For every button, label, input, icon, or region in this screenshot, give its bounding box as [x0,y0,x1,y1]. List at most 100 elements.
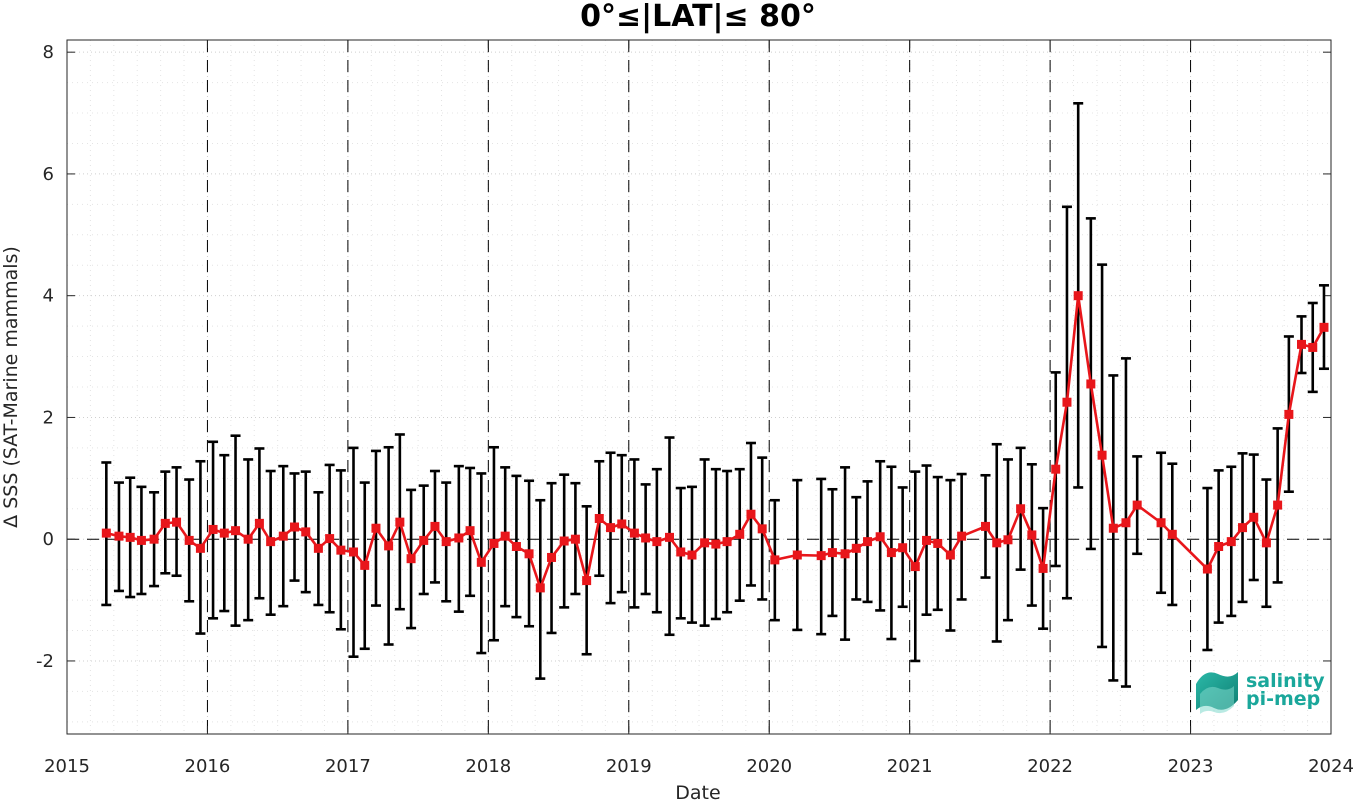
data-point [875,532,885,542]
data-point [981,521,991,531]
data-point [922,535,932,545]
data-point [1016,504,1026,514]
x-tick-label: 2023 [1168,756,1214,777]
data-point [254,518,264,528]
data-point [114,531,124,541]
year-dividers [67,40,1331,734]
data-point [524,549,534,559]
data-point [992,538,1002,548]
data-point [711,539,721,549]
data-point [665,532,675,542]
data-point [301,527,311,537]
data-point [792,550,802,560]
data-point [570,534,580,544]
data-point [547,552,557,562]
x-tick-label: 2015 [44,756,90,777]
data-point [617,519,627,529]
x-tick-label: 2018 [465,756,511,777]
data-point [172,517,182,527]
data-point [687,550,697,560]
data-point [933,538,943,548]
data-point [1121,518,1131,528]
x-tick-label: 2021 [887,756,933,777]
data-point [325,534,335,544]
data-series [101,102,1329,688]
data-point [1086,379,1096,389]
y-tick-label: -2 [36,651,54,672]
x-tick-label: 2016 [185,756,231,777]
data-point [898,543,908,553]
data-point [511,541,521,551]
wave-icon [1196,672,1238,714]
data-point [313,543,323,553]
data-point [722,537,732,547]
data-point [406,554,416,564]
data-point [827,548,837,558]
chart-title: 0°≤|LAT|≤ 80° [580,0,816,34]
data-point [360,560,370,570]
data-point [1132,500,1142,510]
data-point [266,537,276,547]
data-point [816,551,826,561]
data-point [1038,563,1048,573]
data-point [1156,518,1166,528]
data-point [489,538,499,548]
data-point [231,526,241,536]
y-tick-label: 0 [43,529,54,550]
data-point [535,583,545,593]
axis-ticks: 2015 2016 2017 2018 2019 2020 2021 2022 2023 2024… [36,40,1354,777]
data-point [1108,523,1118,533]
data-point [195,543,205,553]
data-point [125,532,135,542]
data-point [910,562,920,572]
data-point [746,509,756,519]
data-point [1261,538,1271,548]
data-point [500,531,510,541]
data-point [629,528,639,538]
x-tick-label: 2024 [1308,756,1354,777]
logo-line2: pi-mep [1246,688,1320,710]
x-tick-label: 2019 [606,756,652,777]
data-point [208,524,218,534]
data-point [757,524,767,534]
data-point [1097,450,1107,460]
data-point [735,529,745,539]
data-point [243,534,253,544]
data-point [419,535,429,545]
data-point [476,557,486,567]
data-point [1051,464,1061,474]
data-point [101,528,111,538]
data-point [219,528,229,538]
data-point [582,576,592,586]
data-point [606,523,616,533]
data-point [641,533,651,543]
data-point [278,531,288,541]
data-point [1027,530,1037,540]
data-point [465,526,475,536]
data-point [160,518,170,528]
y-tick-label: 4 [43,286,54,307]
x-axis-label: Date [675,782,720,801]
data-point [1284,409,1294,419]
data-point [1238,523,1248,533]
data-point [559,536,569,546]
data-point [886,548,896,558]
data-point [349,547,359,557]
data-point [149,534,159,544]
data-point [1202,564,1212,574]
data-point [430,521,440,531]
data-point [1167,529,1177,539]
data-point [136,535,146,545]
data-point [1226,537,1236,547]
data-point [1214,541,1224,551]
data-point [290,522,300,532]
data-point [1073,291,1083,301]
data-point [1308,342,1318,352]
data-point [945,550,955,560]
data-point [384,541,394,551]
x-tick-label: 2022 [1027,756,1073,777]
data-point [1003,535,1013,545]
data-point [957,531,967,541]
data-point [851,543,861,553]
